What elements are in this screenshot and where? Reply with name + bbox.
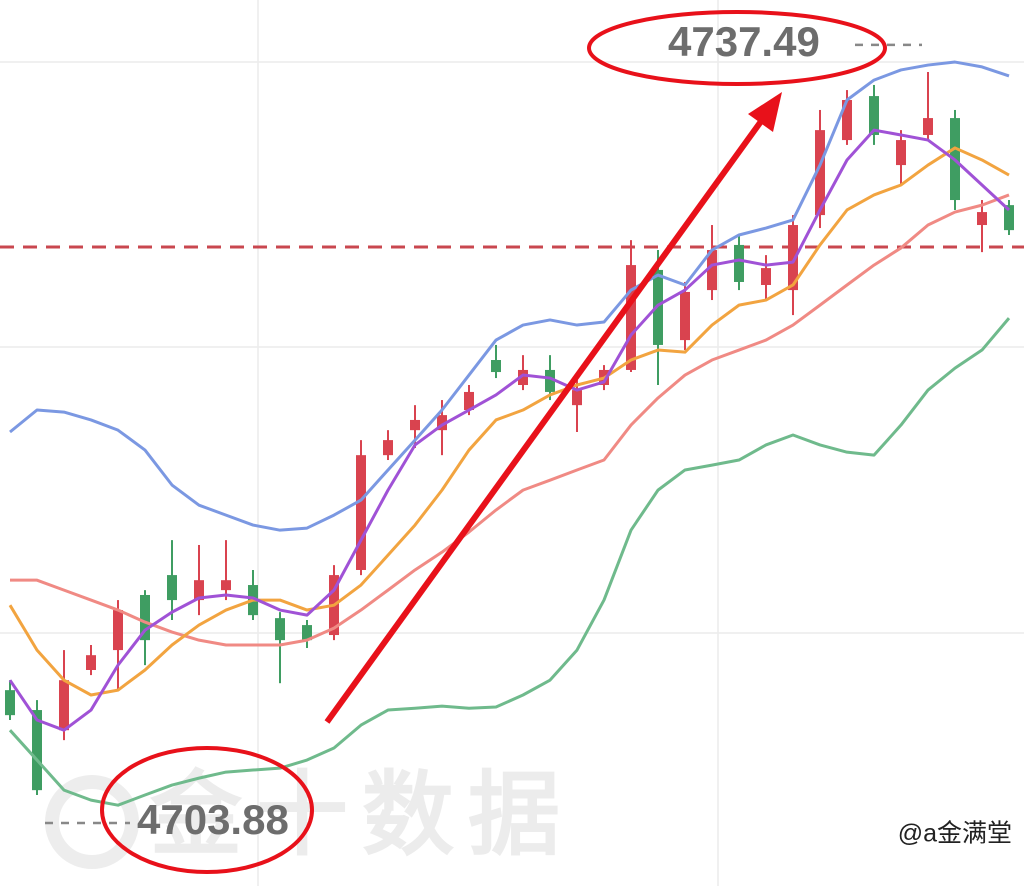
arrow-shaft <box>324 118 765 724</box>
candle-body <box>59 680 69 731</box>
highlight-ellipse <box>100 746 314 874</box>
candle-body <box>572 390 582 406</box>
candle-body <box>680 291 690 341</box>
candle-body <box>383 440 393 456</box>
candle-body <box>545 369 555 392</box>
candle-body <box>356 455 366 570</box>
candle-body <box>410 419 420 431</box>
candle-body <box>923 118 933 135</box>
candle-body <box>167 575 177 601</box>
candle-body <box>86 655 96 670</box>
candle-body <box>275 618 285 641</box>
candle-body <box>32 710 42 791</box>
candle-body <box>815 130 825 216</box>
candle-body <box>113 610 123 651</box>
watermark: 金十数据 <box>149 764 574 866</box>
candle-body <box>464 391 474 411</box>
candle-body <box>842 100 852 141</box>
candle-body <box>221 580 231 591</box>
candle-body <box>5 690 15 716</box>
candle-body <box>707 250 717 291</box>
indicator-line <box>8 146 1010 697</box>
highlight-ellipse <box>587 10 887 86</box>
arrow-head <box>748 92 782 132</box>
candle-body <box>1004 205 1014 231</box>
credit: @a金满堂 <box>898 820 1012 848</box>
indicator-line <box>8 128 1011 732</box>
candle-body <box>734 244 744 282</box>
indicator-line <box>8 317 1011 807</box>
plot: 4737.49 4703.88 <box>0 18 1024 843</box>
credit-group: @a金满堂 <box>898 820 1012 848</box>
candle-body <box>140 594 150 641</box>
candle-body <box>653 269 663 345</box>
candle-body <box>896 140 906 166</box>
indicator-line <box>9 60 1010 532</box>
candle-body <box>302 625 312 641</box>
candle-body <box>788 225 798 291</box>
indicator-line <box>10 193 1010 647</box>
candle-body <box>626 265 636 370</box>
candle-body <box>437 415 447 431</box>
candle-body <box>518 369 528 386</box>
low-price-label: 4703.88 <box>137 796 289 843</box>
candle-body <box>491 360 501 373</box>
annotations <box>100 10 887 874</box>
candle-body <box>761 268 771 285</box>
candle-body <box>977 212 987 226</box>
candle-body <box>194 580 204 601</box>
candle-body <box>869 96 879 135</box>
high-price-label: 4737.49 <box>668 18 820 65</box>
